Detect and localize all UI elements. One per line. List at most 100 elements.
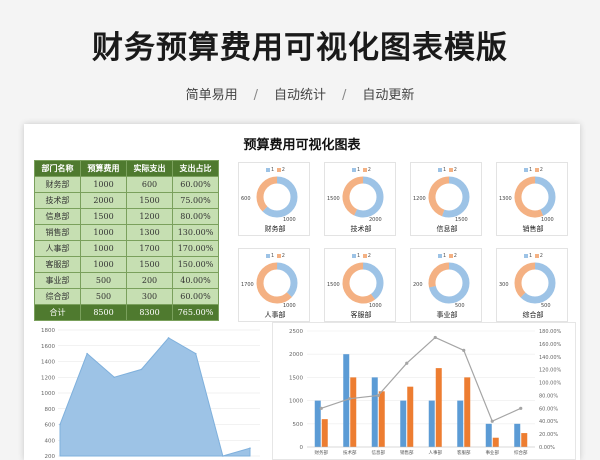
cell-dept[interactable]: 客服部 — [34, 256, 81, 273]
spreadsheet-preview: 预算费用可视化图表 部门名称 预算费用 实际支出 支出占比 财务部 1000 600… — [24, 124, 580, 460]
y-left-tick-label: 500 — [293, 422, 304, 428]
donut-value-actual: 1300 — [499, 196, 512, 202]
cell-budget[interactable]: 500 — [80, 272, 127, 289]
legend-swatch-1 — [266, 167, 271, 172]
y-right-tick-label: 20.00% — [539, 432, 558, 438]
cell-ratio[interactable]: 75.00% — [172, 192, 219, 209]
legend-swatch-2 — [276, 253, 281, 258]
cell-ratio[interactable]: 170.00% — [172, 240, 219, 257]
cell-actual[interactable]: 1300 — [126, 224, 173, 241]
donut-slice-actual — [256, 176, 298, 218]
x-tick-label: 综合部 — [514, 449, 528, 456]
tag-separator: / — [253, 88, 258, 103]
donut-card[interactable]: 1 2 1000 1700 人事部 — [238, 248, 310, 322]
x-tick-label: 人事部 — [429, 449, 443, 456]
donut-dept-label: 综合部 — [522, 311, 544, 319]
bar-actual — [464, 377, 471, 447]
donut-value-budget: 1500 — [455, 217, 468, 223]
cell-dept[interactable]: 技术部 — [34, 192, 81, 209]
cell-dept[interactable]: 人事部 — [34, 240, 81, 257]
table-row: 人事部 1000 1700 170.00% — [34, 240, 219, 257]
cell-ratio[interactable]: 60.00% — [172, 288, 219, 305]
legend-label-2: 2 — [539, 253, 543, 259]
table-row: 销售部 1000 1300 130.00% — [34, 224, 219, 241]
area-point — [59, 423, 61, 426]
table-header-row: 部门名称 预算费用 实际支出 支出占比 — [34, 160, 219, 177]
cell-dept[interactable]: 事业部 — [34, 272, 81, 289]
donut-chart: 1000 1300 — [499, 176, 556, 223]
donut-legend: 1 2 — [239, 167, 311, 173]
cell-budget[interactable]: 2000 — [80, 192, 127, 209]
donut-card[interactable]: 1 2 1000 1500 客服部 — [324, 248, 396, 322]
table-row: 财务部 1000 600 60.00% — [34, 176, 219, 193]
cell-budget[interactable]: 1000 — [80, 240, 127, 257]
cell-budget[interactable]: 1000 — [80, 256, 127, 273]
donut-value-actual: 300 — [499, 282, 509, 288]
x-tick-label: 财务部 — [315, 449, 329, 456]
donut-chart: 2000 1500 — [327, 176, 384, 223]
y-right-tick-label: 160.00% — [539, 342, 561, 348]
bar-actual — [321, 419, 328, 447]
legend-label-1: 1 — [529, 253, 533, 259]
donut-card[interactable]: 1 2 500 200 事业部 — [410, 248, 482, 322]
cell-dept[interactable]: 销售部 — [34, 224, 81, 241]
table-total-row: 合计 8500 8300 765.00% — [34, 304, 219, 321]
x-tick-label: 技术部 — [343, 449, 357, 456]
area-point — [86, 352, 88, 355]
donut-value-budget: 1000 — [283, 303, 296, 309]
total-budget[interactable]: 8500 — [80, 304, 127, 321]
cell-ratio[interactable]: 130.00% — [172, 224, 219, 241]
y-tick-label: 800 — [45, 407, 56, 413]
cell-ratio[interactable]: 150.00% — [172, 256, 219, 273]
cell-dept[interactable]: 财务部 — [34, 176, 81, 193]
area-point — [249, 447, 251, 449]
x-tick-label: 信息部 — [372, 449, 386, 456]
ratio-point — [376, 393, 380, 398]
cell-budget[interactable]: 500 — [80, 288, 127, 305]
legend-label-2: 2 — [281, 167, 285, 173]
ratio-point — [490, 419, 494, 423]
cell-dept[interactable]: 综合部 — [34, 288, 81, 305]
bar-budget — [485, 423, 492, 447]
legend-swatch-2 — [362, 167, 367, 172]
cell-actual[interactable]: 300 — [126, 288, 173, 305]
cell-ratio[interactable]: 40.00% — [172, 272, 219, 289]
total-actual[interactable]: 8300 — [126, 304, 173, 321]
legend-swatch-1 — [438, 253, 443, 258]
cell-actual[interactable]: 200 — [126, 272, 173, 289]
cell-dept[interactable]: 信息部 — [34, 208, 81, 225]
cell-actual[interactable]: 1200 — [126, 208, 173, 225]
donut-card[interactable]: 1 2 500 300 综合部 — [496, 248, 568, 322]
donut-dept-label: 人事部 — [264, 311, 286, 319]
cell-actual[interactable]: 1500 — [126, 256, 173, 273]
donut-card[interactable]: 1 2 1500 1200 信息部 — [410, 162, 482, 236]
donut-card[interactable]: 1 2 1000 600 财务部 — [238, 162, 310, 236]
legend-swatch-2 — [534, 253, 539, 258]
cell-budget[interactable]: 1500 — [80, 208, 127, 225]
donut-value-budget: 1000 — [369, 303, 382, 309]
cell-actual[interactable]: 1700 — [126, 240, 173, 257]
y-tick-label: 600 — [45, 423, 56, 429]
bar-budget — [371, 377, 378, 447]
total-ratio[interactable]: 765.00% — [172, 304, 219, 321]
cell-budget[interactable]: 1000 — [80, 176, 127, 193]
cell-actual[interactable]: 1500 — [126, 192, 173, 209]
sheet-title: 预算费用可视化图表 — [243, 138, 361, 153]
header-dept: 部门名称 — [34, 160, 81, 177]
donut-dept-label: 事业部 — [436, 311, 458, 319]
donut-legend: 1 2 — [239, 253, 311, 259]
ratio-point — [433, 335, 437, 340]
tag-easy: 简单易用 — [185, 88, 238, 103]
table-row: 信息部 1500 1200 80.00% — [34, 208, 219, 225]
tag-separator: / — [342, 88, 347, 103]
total-dept[interactable]: 合计 — [34, 304, 81, 321]
cell-actual[interactable]: 600 — [126, 176, 173, 193]
legend-swatch-2 — [448, 253, 453, 258]
cell-ratio[interactable]: 60.00% — [172, 176, 219, 193]
legend-label-1: 1 — [357, 167, 361, 173]
donut-card[interactable]: 1 2 1000 1300 销售部 — [496, 162, 568, 236]
donut-slice-actual — [514, 262, 556, 304]
cell-ratio[interactable]: 80.00% — [172, 208, 219, 225]
donut-card[interactable]: 1 2 2000 1500 技术部 — [324, 162, 396, 236]
cell-budget[interactable]: 1000 — [80, 224, 127, 241]
